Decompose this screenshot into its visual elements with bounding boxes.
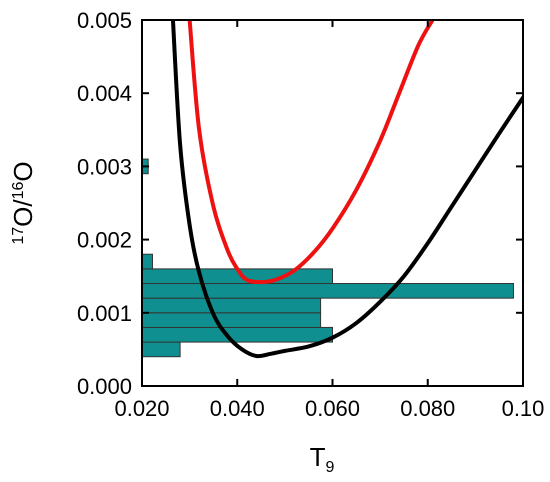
x-tick-label-2: 0.060 — [305, 396, 360, 421]
y-tick-label-0: 0.000 — [77, 374, 132, 399]
y-tick-label-2: 0.002 — [77, 228, 132, 253]
y-tick-label-4: 0.004 — [77, 81, 132, 106]
x-tick-label-3: 0.080 — [400, 396, 455, 421]
series-line-0 — [170, 20, 523, 359]
x-tick-label-4: 0.10 — [502, 396, 545, 421]
series-line-1 — [187, 20, 435, 285]
histogram-bar-1 — [142, 326, 333, 343]
x-axis-label: T9 — [310, 442, 335, 476]
x-tick-label-0: 0.020 — [114, 396, 169, 421]
histogram-bar-3 — [142, 297, 322, 314]
histogram-bar-0 — [142, 341, 181, 358]
y-tick-label-5: 0.005 — [77, 8, 132, 33]
histogram-bar-2 — [142, 312, 322, 328]
histogram-bar-6 — [142, 253, 153, 270]
histogram — [142, 158, 514, 358]
y-tick-label-1: 0.001 — [77, 301, 132, 326]
curves — [170, 20, 523, 359]
ticks: 0.020 0.040 0.060 0.080 0.10 0.000 0.001 0.002 0… — [77, 8, 544, 421]
y-tick-label-3: 0.003 — [77, 154, 132, 179]
y-axis-label: 17O/16O — [8, 161, 38, 244]
x-tick-label-1: 0.040 — [210, 396, 265, 421]
histogram-bar-4 — [142, 283, 514, 299]
